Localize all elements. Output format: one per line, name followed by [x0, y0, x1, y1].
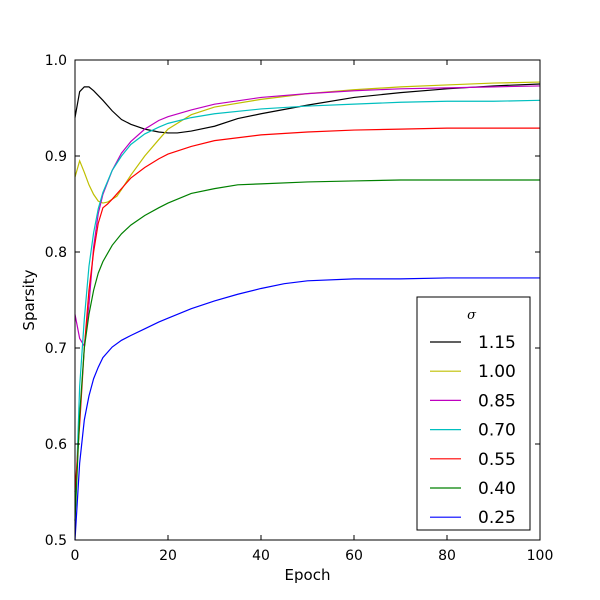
legend-box — [416, 296, 531, 531]
x-tick-label: 80 — [438, 548, 456, 564]
series-line-0.40 — [74, 179, 540, 521]
series-line-1.15 — [74, 83, 541, 134]
y-tick-label: 0.9 — [45, 149, 67, 165]
legend-label: 1.15 — [478, 333, 516, 353]
y-tick-label: 1.0 — [45, 53, 67, 69]
x-tick-label: 0 — [71, 548, 80, 564]
legend-label: 0.70 — [478, 421, 516, 441]
legend-title: σ — [467, 308, 477, 323]
x-tick-label: 20 — [159, 548, 177, 564]
y-tick-label: 0.5 — [45, 533, 67, 549]
x-tick-label: 60 — [345, 548, 363, 564]
x-tick-label: 100 — [527, 548, 554, 564]
legend-label: 0.85 — [478, 391, 516, 411]
x-tick-label: 40 — [252, 548, 270, 564]
plot-frame — [74, 59, 541, 541]
legend-label: 1.00 — [478, 362, 516, 382]
series-line-0.25 — [74, 277, 540, 541]
x-axis-label: Epoch — [285, 566, 331, 584]
y-tick-label: 0.6 — [45, 437, 67, 453]
series-line-0.55 — [74, 127, 540, 493]
series-line-0.70 — [74, 99, 541, 521]
tick-labels: 0 20 40 60 80 100 0.5 0.6 0.7 0.8 0.9 1.0 — [45, 53, 554, 564]
legend-label: 0.40 — [478, 479, 516, 499]
legend-label: 0.25 — [478, 508, 516, 528]
series-lines — [74, 81, 541, 541]
y-tick-label: 0.8 — [45, 245, 67, 261]
y-tick-label: 0.7 — [45, 341, 67, 357]
legend: σ1.15 1.00 0.85 0.70 0.55 0.40 0.25 — [416, 296, 531, 531]
series-line-1.00 — [74, 81, 541, 204]
legend-label: 0.55 — [478, 450, 516, 470]
y-axis-label: Sparsity — [20, 269, 38, 330]
